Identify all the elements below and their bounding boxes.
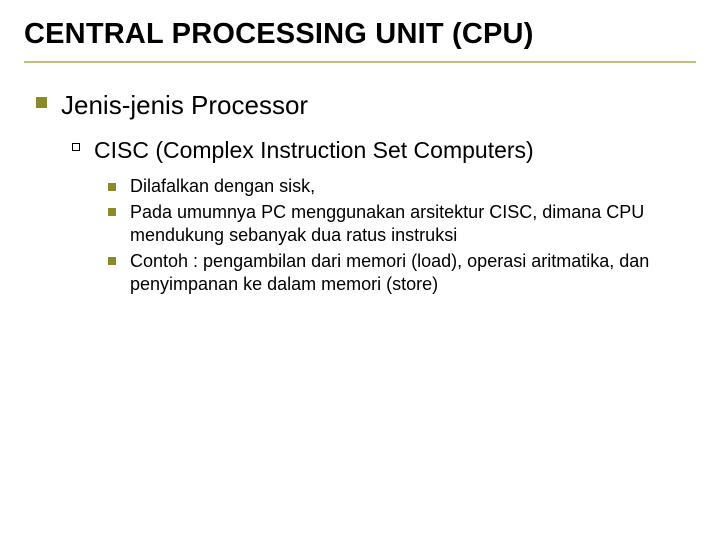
hollow-square-bullet-icon: [72, 143, 80, 151]
level3-list: Dilafalkan dengan sisk, Pada umumnya PC …: [108, 175, 696, 296]
bullet-level1: Jenis-jenis Processor: [36, 89, 696, 122]
slide-title: CENTRAL PROCESSING UNIT (CPU): [24, 18, 696, 59]
slide: CENTRAL PROCESSING UNIT (CPU) Jenis-jeni…: [0, 0, 720, 540]
title-underline: [24, 61, 696, 63]
slide-body: Jenis-jenis Processor CISC (Complex Inst…: [24, 89, 696, 296]
bullet-level2: CISC (Complex Instruction Set Computers): [72, 136, 696, 166]
list-item: Pada umumnya PC menggunakan arsitektur C…: [108, 201, 696, 248]
square-bullet-icon: [108, 257, 116, 265]
list-item: Contoh : pengambilan dari memori (load),…: [108, 250, 696, 297]
list-item: Dilafalkan dengan sisk,: [108, 175, 696, 198]
square-bullet-icon: [108, 183, 116, 191]
level3-text: Contoh : pengambilan dari memori (load),…: [130, 250, 696, 297]
square-bullet-icon: [36, 97, 47, 108]
level3-text: Pada umumnya PC menggunakan arsitektur C…: [130, 201, 696, 248]
square-bullet-icon: [108, 208, 116, 216]
level2-text: CISC (Complex Instruction Set Computers): [94, 136, 534, 166]
level3-text: Dilafalkan dengan sisk,: [130, 175, 315, 198]
level1-text: Jenis-jenis Processor: [61, 89, 308, 122]
